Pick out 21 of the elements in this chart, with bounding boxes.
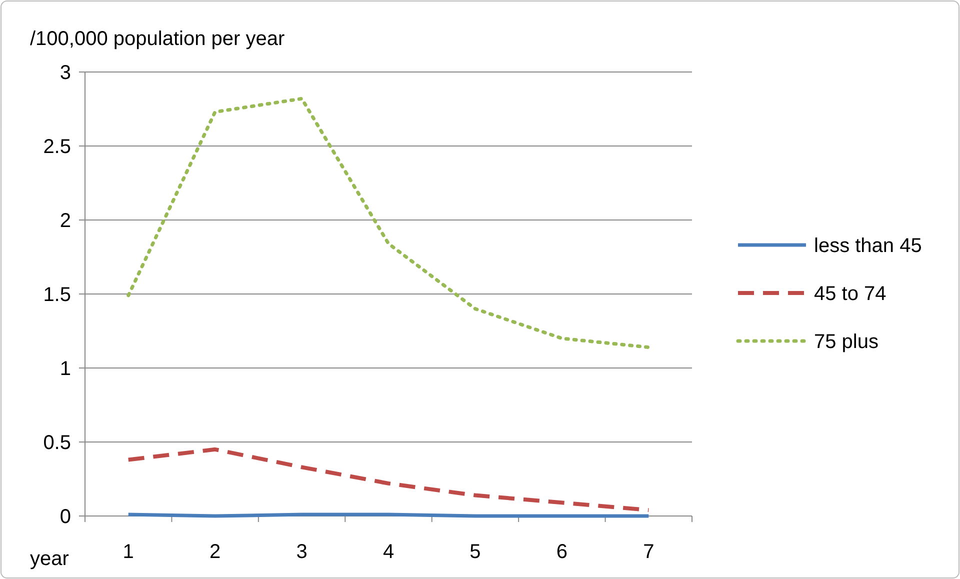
y-tick-label: 1 (60, 358, 71, 380)
x-tick-label: 6 (556, 541, 568, 563)
y-tick-label: 2 (60, 210, 71, 232)
x-tick-label: 4 (382, 541, 394, 563)
x-tick-label: 7 (643, 541, 654, 563)
legend-label: 45 to 74 (814, 283, 886, 305)
x-axis-title: year (30, 548, 70, 570)
legend-label: less than 45 (814, 235, 922, 257)
y-tick-label: 1.5 (43, 284, 71, 306)
legend-label: 75 plus (814, 331, 878, 353)
y-tick-label: 3 (60, 62, 71, 84)
x-tick-label: 1 (122, 541, 134, 563)
line-series (126, 96, 650, 350)
line-series (126, 447, 651, 512)
y-axis-title: /100,000 population per year (30, 28, 285, 50)
y-tick-label: 2.5 (43, 136, 71, 158)
y-tick-label: 0.5 (43, 432, 71, 454)
x-tick-label: 2 (210, 541, 221, 563)
y-tick-label: 0 (60, 506, 71, 528)
x-tick-label: 5 (470, 541, 481, 563)
x-tick-label: 3 (296, 541, 308, 563)
